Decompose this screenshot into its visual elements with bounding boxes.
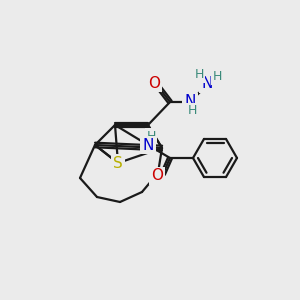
Text: H: H xyxy=(194,68,204,82)
Text: N: N xyxy=(184,94,196,110)
Text: H: H xyxy=(187,104,197,118)
Text: S: S xyxy=(113,155,123,170)
Text: O: O xyxy=(151,169,163,184)
Text: O: O xyxy=(148,76,160,91)
Text: N: N xyxy=(142,137,154,152)
Text: H: H xyxy=(146,130,156,142)
Text: N: N xyxy=(201,76,213,92)
Text: H: H xyxy=(212,70,222,83)
